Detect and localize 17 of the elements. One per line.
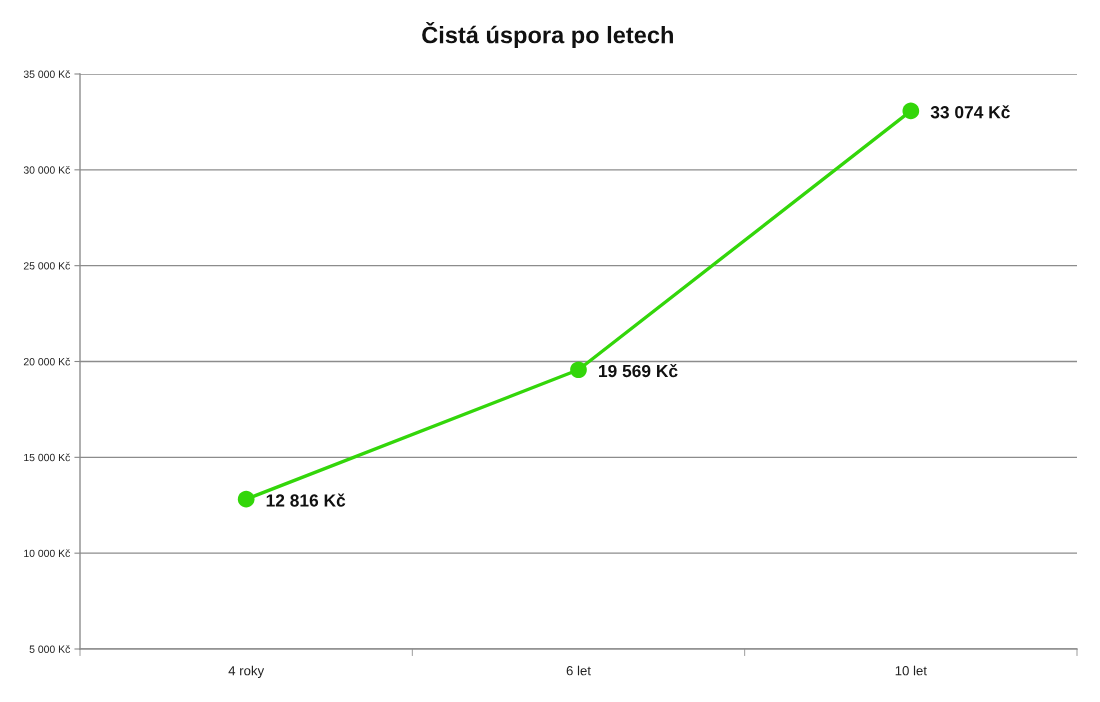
chart-title: Čistá úspora po letech: [422, 21, 673, 49]
x-tick-label: 4 roky: [228, 665, 265, 678]
x-tick-label: 10 let: [895, 665, 927, 676]
data-label: 12 816 Kč: [266, 493, 346, 507]
point: [237, 490, 255, 508]
y-tick-label: 35 000 Kč: [23, 70, 71, 78]
data-label: 19 569 Kč: [599, 364, 678, 378]
y-tick-label: 15 000 Kč: [24, 453, 71, 462]
y-tick-label: 20 000 Kč: [23, 357, 71, 366]
y-tick-label: 30 000 Kč: [23, 166, 71, 174]
y-tick-label: 25 000 Kč: [23, 261, 71, 270]
data-label: 33 074 Kč: [930, 105, 1010, 119]
point: [902, 102, 920, 120]
x-tick-label: 6 let: [566, 665, 591, 676]
point: [570, 361, 587, 379]
y-tick-label: 10 000 Kč: [24, 549, 71, 558]
y-tick-label: 5 000 Kč: [29, 645, 71, 653]
